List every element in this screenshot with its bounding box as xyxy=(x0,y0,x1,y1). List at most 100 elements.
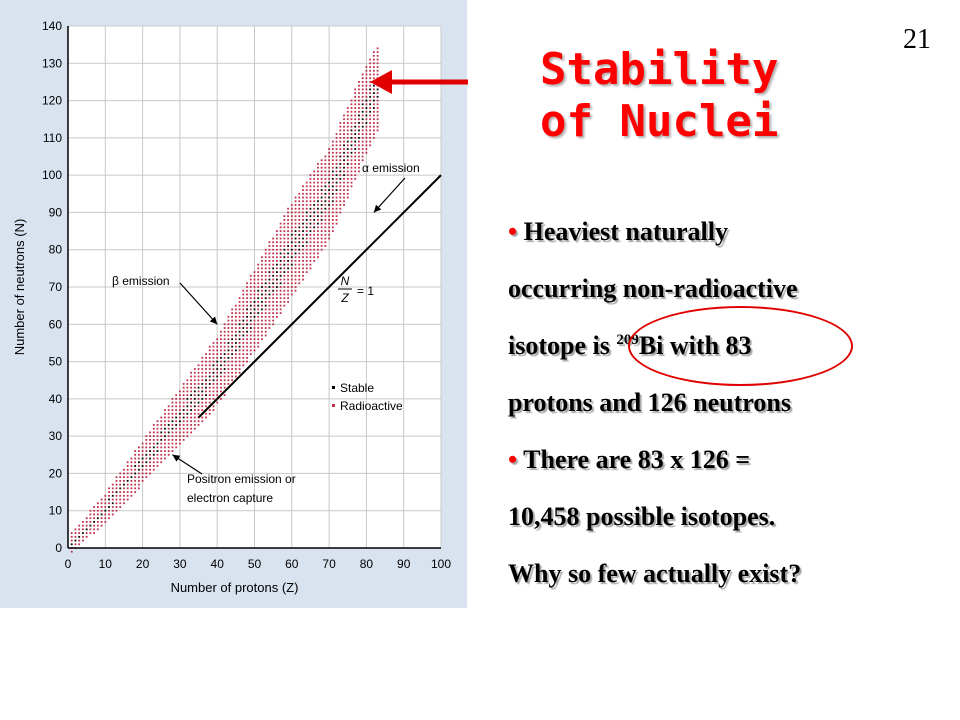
radioactive-isotope-point xyxy=(238,312,241,314)
radioactive-isotope-point xyxy=(253,297,256,300)
stable-isotope-point xyxy=(361,125,364,128)
radioactive-isotope-point xyxy=(287,207,289,210)
stable-isotope-point xyxy=(160,431,163,434)
stable-isotope-point xyxy=(320,204,323,206)
radioactive-isotope-point xyxy=(298,252,301,255)
radioactive-isotope-point xyxy=(272,319,275,322)
radioactive-isotope-point xyxy=(104,506,107,508)
radioactive-isotope-point xyxy=(164,420,166,423)
radioactive-isotope-point xyxy=(242,342,245,344)
radioactive-isotope-point xyxy=(220,360,222,363)
radioactive-isotope-point xyxy=(287,218,289,221)
radioactive-isotope-point xyxy=(354,174,357,177)
radioactive-isotope-point xyxy=(354,129,357,132)
radioactive-isotope-point xyxy=(108,509,110,512)
radioactive-isotope-point xyxy=(238,368,241,370)
stable-isotope-point xyxy=(261,301,263,303)
radioactive-isotope-point xyxy=(186,416,189,419)
radioactive-isotope-point xyxy=(257,323,260,326)
radioactive-isotope-point xyxy=(339,192,342,195)
radioactive-isotope-point xyxy=(302,252,304,255)
radioactive-isotope-point xyxy=(261,304,263,307)
radioactive-isotope-point xyxy=(249,301,252,303)
radioactive-isotope-point xyxy=(220,353,222,356)
radioactive-isotope-point xyxy=(343,155,345,158)
radioactive-isotope-point xyxy=(305,222,308,225)
stable-isotope-point xyxy=(275,278,278,281)
radioactive-isotope-point xyxy=(179,409,181,411)
radioactive-isotope-point xyxy=(309,252,312,255)
radioactive-isotope-point xyxy=(309,196,312,199)
stable-isotope-point xyxy=(164,427,166,430)
radioactive-isotope-point xyxy=(346,133,349,136)
radioactive-isotope-point xyxy=(141,472,144,475)
radioactive-isotope-point xyxy=(78,532,81,534)
radioactive-isotope-point xyxy=(179,405,181,408)
radioactive-isotope-point xyxy=(302,211,304,214)
radioactive-isotope-point xyxy=(302,278,304,281)
radioactive-isotope-point xyxy=(242,349,245,352)
radioactive-isotope-point xyxy=(253,312,256,314)
radioactive-isotope-point xyxy=(339,133,342,136)
stable-isotope-point xyxy=(205,394,207,397)
stable-isotope-point xyxy=(305,233,308,236)
stable-isotope-point xyxy=(268,286,271,288)
radioactive-isotope-point xyxy=(160,442,163,445)
radioactive-isotope-point xyxy=(320,215,323,218)
stable-isotope-point xyxy=(70,543,73,546)
radioactive-isotope-point xyxy=(339,140,342,143)
radioactive-isotope-point xyxy=(290,218,293,221)
radioactive-isotope-point xyxy=(234,327,237,329)
radioactive-isotope-point xyxy=(298,192,301,195)
radioactive-isotope-point xyxy=(372,77,375,80)
stable-isotope-point xyxy=(100,513,103,516)
radioactive-isotope-point xyxy=(126,476,129,479)
radioactive-isotope-point xyxy=(257,334,260,337)
radioactive-isotope-point xyxy=(268,248,271,251)
radioactive-isotope-point xyxy=(223,383,226,385)
stable-isotope-point xyxy=(152,453,155,456)
radioactive-isotope-point xyxy=(305,230,308,232)
radioactive-isotope-point xyxy=(152,461,155,464)
radioactive-isotope-point xyxy=(115,479,118,482)
radioactive-isotope-point xyxy=(328,215,330,218)
radioactive-isotope-point xyxy=(376,122,379,124)
radioactive-isotope-point xyxy=(324,233,327,236)
radioactive-isotope-point xyxy=(171,431,174,434)
radioactive-isotope-point xyxy=(96,506,99,508)
radioactive-isotope-point xyxy=(253,327,256,329)
radioactive-isotope-point xyxy=(82,539,84,542)
stable-isotope-point xyxy=(313,211,316,214)
radioactive-isotope-point xyxy=(74,528,77,531)
radioactive-isotope-point xyxy=(302,233,304,236)
radioactive-isotope-point xyxy=(96,528,99,531)
radioactive-isotope-point xyxy=(182,401,185,404)
radioactive-isotope-point xyxy=(264,308,267,311)
stable-isotope-point xyxy=(309,230,312,232)
radioactive-isotope-point xyxy=(123,479,125,482)
radioactive-isotope-point xyxy=(298,207,301,210)
radioactive-isotope-point xyxy=(305,245,308,247)
radioactive-isotope-point xyxy=(242,308,245,311)
radioactive-isotope-point xyxy=(164,453,166,456)
radioactive-isotope-point xyxy=(126,491,129,493)
radioactive-isotope-point xyxy=(331,163,334,165)
radioactive-isotope-point xyxy=(339,196,342,199)
radioactive-isotope-point xyxy=(365,69,368,72)
x-tick-label: 100 xyxy=(431,557,451,571)
radioactive-isotope-point xyxy=(134,468,137,471)
radioactive-isotope-point xyxy=(268,312,271,314)
radioactive-isotope-point xyxy=(290,293,293,296)
radioactive-isotope-point xyxy=(205,405,207,408)
radioactive-isotope-point xyxy=(201,379,204,382)
radioactive-isotope-point xyxy=(290,226,293,229)
radioactive-isotope-point xyxy=(149,446,151,449)
radioactive-isotope-point xyxy=(234,323,237,326)
radioactive-isotope-point xyxy=(320,226,323,229)
radioactive-isotope-point xyxy=(268,315,271,318)
radioactive-isotope-point xyxy=(346,114,349,117)
radioactive-isotope-point xyxy=(171,397,174,400)
radioactive-isotope-point xyxy=(119,502,122,505)
beta-emission-label: β emission xyxy=(112,274,170,288)
radioactive-isotope-point xyxy=(331,196,334,199)
